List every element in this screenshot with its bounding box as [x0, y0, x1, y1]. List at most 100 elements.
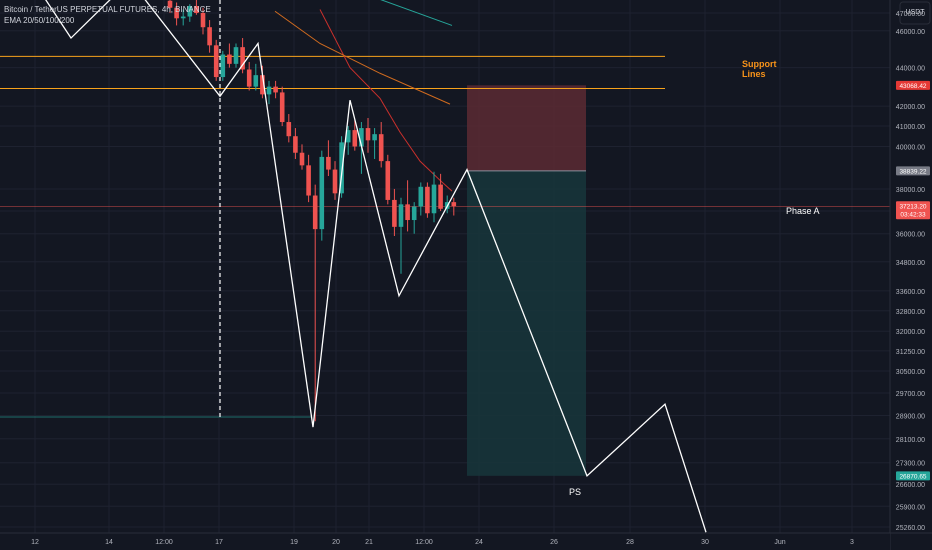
candle-body [319, 156, 325, 230]
candle-body [326, 156, 331, 170]
candle-body [359, 128, 364, 147]
candle-body [438, 184, 443, 209]
price-tick-label: 30500.00 [896, 369, 925, 376]
price-tick-label: 41000.00 [896, 124, 925, 131]
price-tick-label: 27300.00 [896, 461, 925, 468]
current-price-tag: 37213.20 [899, 203, 926, 210]
time-tick-label: 20 [332, 539, 340, 546]
time-tick-label: Jun [774, 539, 785, 546]
time-tick-label: 26 [550, 539, 558, 546]
target-price-tag: 26870.65 [899, 473, 926, 480]
candle-body [227, 54, 232, 64]
price-axis[interactable]: USDT 47000.00 46000.00 44000.00 42000.00 410… [889, 0, 932, 550]
ema-lines [274, 0, 453, 192]
stop-price-tag: 43068.42 [899, 83, 926, 90]
ema-line [380, 0, 453, 26]
candle-body [293, 136, 298, 153]
candle-body [187, 5, 193, 17]
candle-body [352, 130, 358, 147]
candle-body [180, 16, 186, 19]
time-tick-label: 30 [701, 539, 709, 546]
time-tick-label: 12:00 [155, 539, 173, 546]
candle-body [398, 204, 404, 227]
projection-path [45, 0, 707, 533]
candle-body [240, 47, 245, 70]
time-tick-label: 17 [215, 539, 223, 546]
chart-legend: Bitcoin / TetherUS PERPETUAL FUTURES, 4h… [4, 4, 211, 26]
candle-body [345, 130, 351, 143]
price-tick-label: 42000.00 [896, 104, 925, 111]
candle-body [339, 142, 344, 194]
ema-line [319, 9, 453, 192]
candle-body [260, 75, 265, 95]
price-tick-label: 32800.00 [896, 309, 925, 316]
candle-body [266, 86, 272, 95]
candle-body [200, 13, 206, 28]
phase-a-label: Phase A [786, 206, 820, 216]
candle-body [220, 54, 226, 78]
price-tick-label: 29700.00 [896, 391, 925, 398]
candle-body [207, 27, 212, 46]
candle-body [299, 152, 305, 166]
candle-body [451, 202, 457, 207]
annotation-labels: Support Lines Phase A PS [569, 59, 820, 497]
price-tick-label: 26600.00 [896, 482, 925, 489]
candle-body [306, 165, 311, 196]
price-tick-label: 34800.00 [896, 260, 925, 267]
price-tick-label: 44000.00 [896, 66, 925, 73]
target-price-tag-bg [896, 471, 930, 481]
time-tick-label: 3 [850, 539, 854, 546]
support-label-line1: Support [742, 59, 777, 69]
candle-body [233, 47, 239, 64]
candle-body [372, 134, 377, 141]
price-tick-label: 36000.00 [896, 232, 925, 239]
price-tick-label: 25900.00 [896, 504, 925, 511]
time-tick-label: 21 [365, 539, 373, 546]
candle-body [425, 186, 430, 214]
candle-body [385, 161, 391, 200]
symbol-title[interactable]: Bitcoin / TetherUS PERPETUAL FUTURES, 4h… [4, 5, 211, 14]
price-tick-label: 47000.00 [896, 11, 925, 18]
price-tick-label: 46000.00 [896, 29, 925, 36]
ema-line [274, 10, 451, 105]
time-tick-label: 14 [105, 539, 113, 546]
position-zones [467, 85, 586, 476]
entry-price-tag-bg [896, 166, 930, 176]
candle-body [365, 128, 371, 141]
price-tick-label: 28900.00 [896, 414, 925, 421]
price-tick-label: 25260.00 [896, 525, 925, 532]
price-tick-label: 28100.00 [896, 437, 925, 444]
candle-body [213, 45, 219, 78]
candles [167, 0, 457, 422]
price-tick-label: 38000.00 [896, 187, 925, 194]
candle-body [167, 0, 173, 8]
candle-body [174, 7, 179, 19]
candle-body [253, 75, 259, 87]
candle-body [418, 186, 424, 207]
time-tick-label: 12 [31, 539, 39, 546]
level-lines [0, 0, 890, 420]
entry-price-tag: 38839.22 [899, 168, 926, 175]
candle-body [405, 204, 410, 221]
price-tick-label: 31250.00 [896, 349, 925, 356]
candle-body [279, 92, 285, 123]
indicator-legend[interactable]: EMA 20/50/100/200 [4, 16, 75, 25]
candle-body [378, 134, 384, 162]
countdown-tag: 03:42:33 [900, 211, 926, 218]
stop-price-tag-bg [896, 80, 930, 90]
current-price-tag-bg [896, 201, 930, 220]
grid-layer [0, 0, 890, 533]
stop-loss-zone [467, 85, 586, 171]
time-tick-label: 24 [475, 539, 483, 546]
candle-body [392, 199, 397, 227]
time-tick-label: 28 [626, 539, 634, 546]
time-tick-label: 19 [290, 539, 298, 546]
candle-body [286, 122, 292, 137]
candle-body [273, 86, 278, 93]
time-axis[interactable]: 12 14 12:00 17 19 20 21 12:00 24 26 28 30 Jun 3 [0, 532, 932, 550]
time-tick-label: 12:00 [415, 539, 433, 546]
candle-body [312, 195, 318, 230]
currency-box[interactable] [899, 1, 931, 25]
